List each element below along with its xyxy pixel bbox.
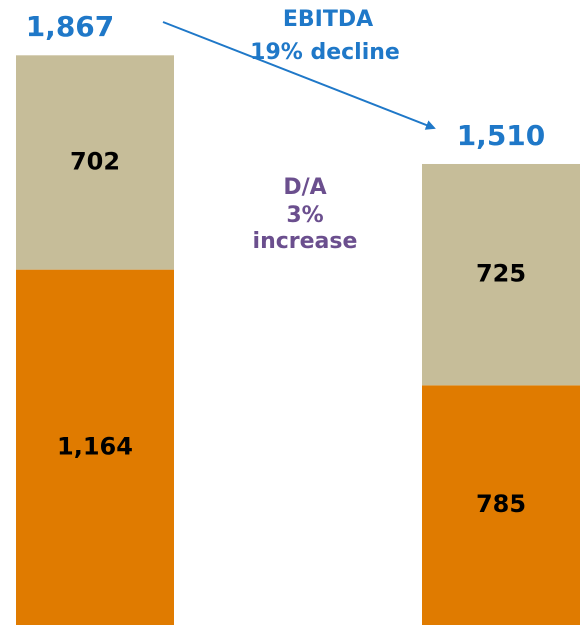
total-label: 1,510 <box>457 119 546 152</box>
bar-segment <box>16 269 174 625</box>
annotation: increase <box>253 229 358 254</box>
data-label: 785 <box>476 490 526 518</box>
data-label: 725 <box>476 260 526 288</box>
bar-segment <box>16 55 174 270</box>
annotation: EBITDA <box>283 7 373 32</box>
annotation: D/A <box>283 175 326 200</box>
bar-segment <box>422 385 580 625</box>
annotation: 19% decline <box>250 40 400 65</box>
bar-segment <box>422 163 580 386</box>
total-label: 1,867 <box>26 10 115 43</box>
annotation: 3% <box>286 203 323 228</box>
arrow <box>162 21 436 130</box>
data-label: 702 <box>70 147 120 175</box>
data-label: 1,164 <box>57 432 133 460</box>
